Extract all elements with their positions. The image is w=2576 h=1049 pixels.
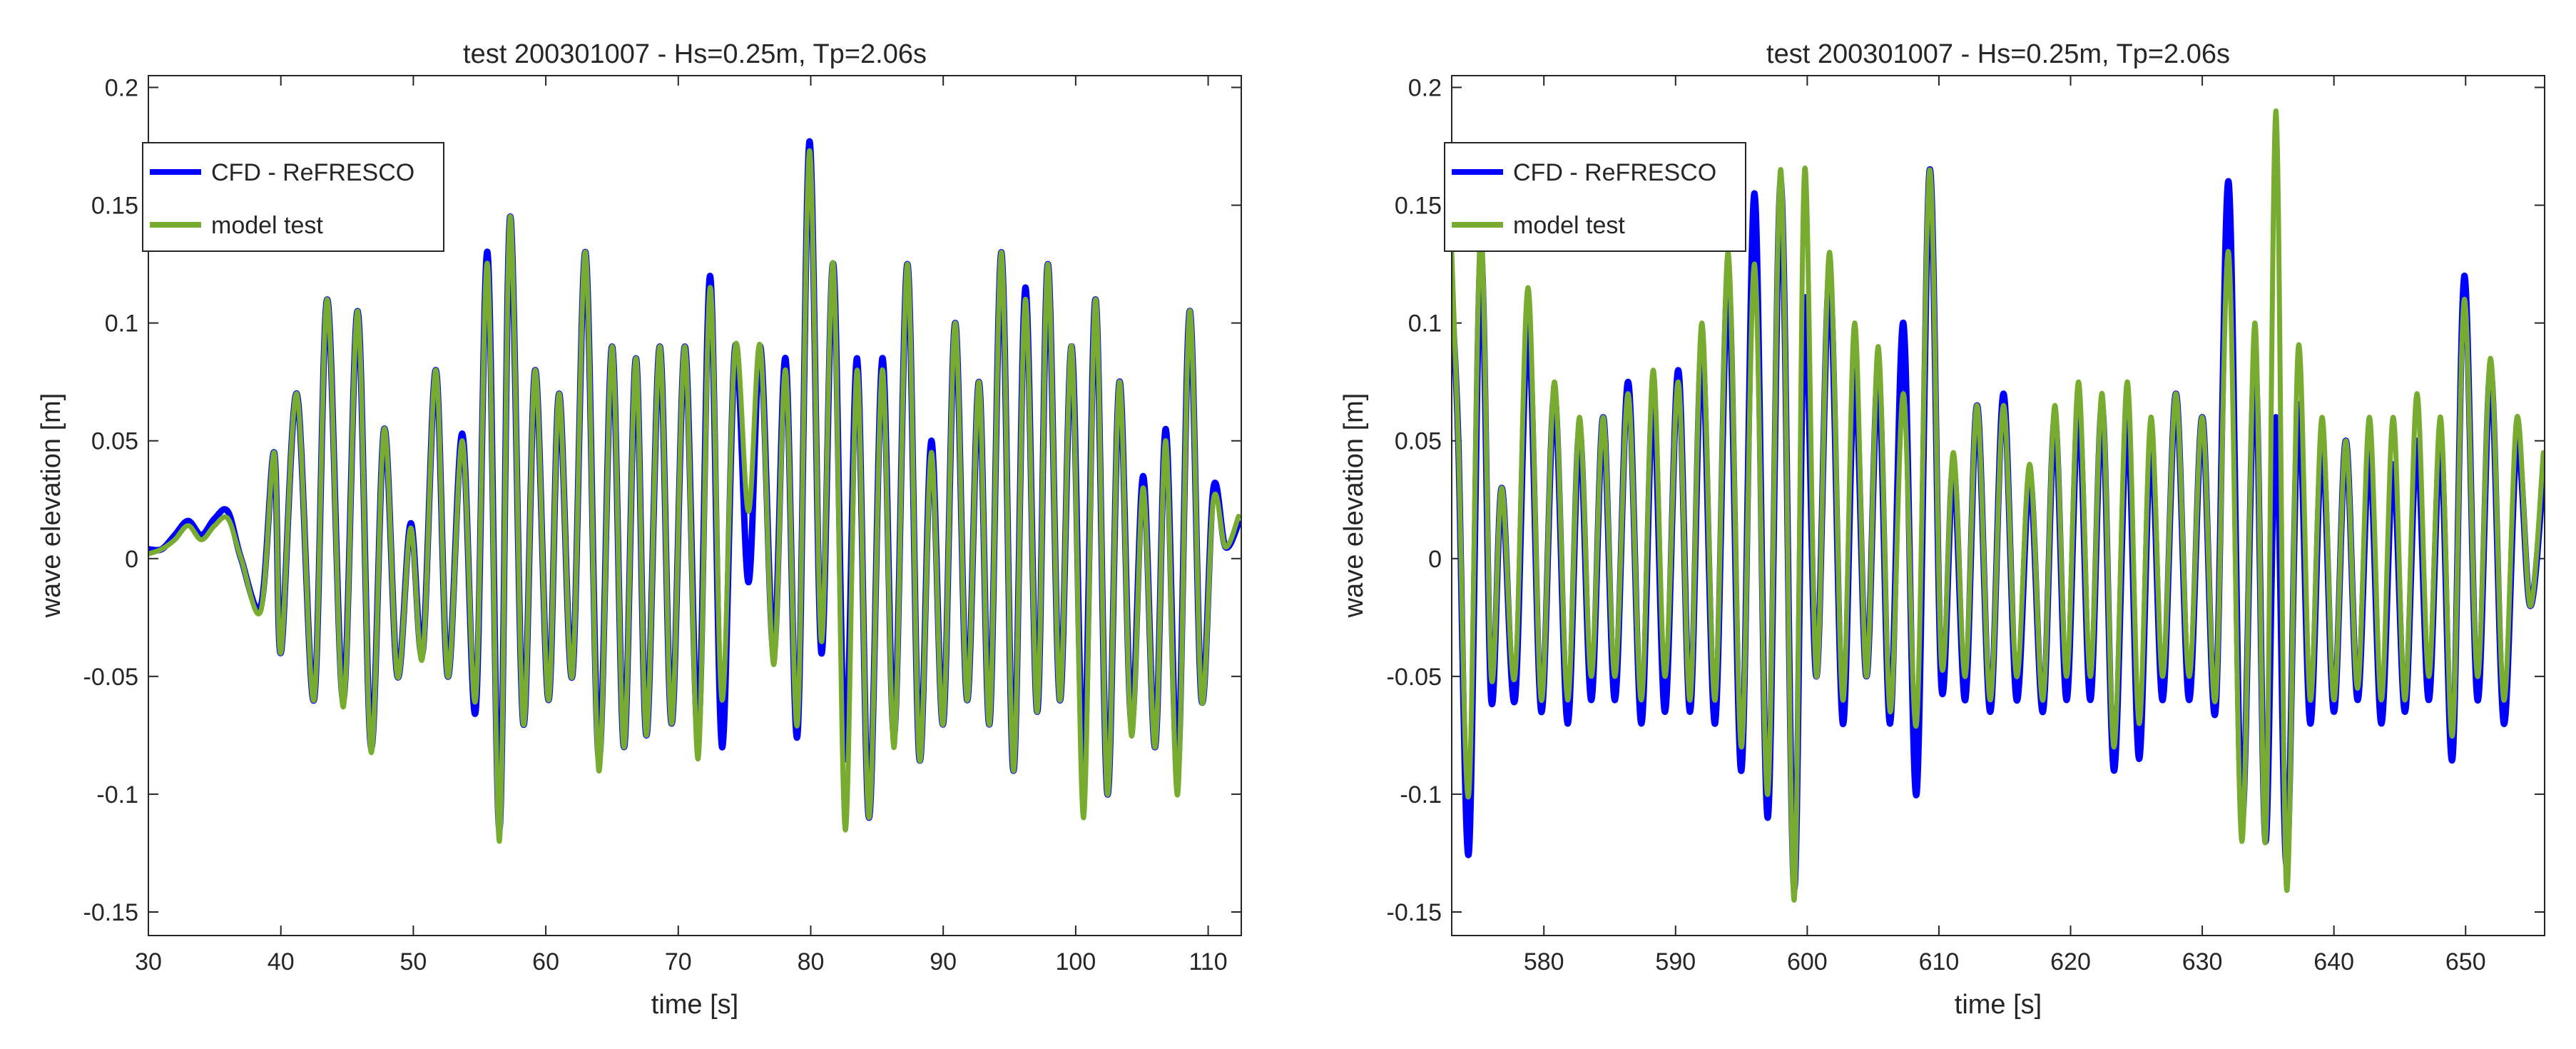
- y-axis-title: wave elevation [m]: [36, 393, 66, 619]
- legend-box: [142, 142, 444, 252]
- x-tick-label: 590: [1655, 948, 1696, 975]
- chart-left: 30 40 50 60 70 80 90 100 110 -0.15 -0.1 -0.05 0 0.05…: [36, 39, 1242, 1020]
- y-axis-title: wave elevation [m]: [1339, 393, 1369, 619]
- legend-label-model: model test: [1513, 212, 1625, 239]
- chart-right: 580 590 600 610 620 630 640 650 -0.15 -0.1 -0.05 0…: [1339, 39, 2545, 1020]
- x-tick-label: 90: [930, 948, 957, 975]
- y-tick-label: 0.2: [105, 75, 138, 102]
- y-tick-label: 0.05: [91, 428, 138, 455]
- x-tick-label: 650: [2445, 948, 2486, 975]
- legend-label-cfd: CFD - ReFRESCO: [1513, 159, 1716, 186]
- y-tick-label: -0.15: [1387, 899, 1442, 926]
- legend-label-model: model test: [211, 212, 323, 239]
- x-tick-label: 100: [1056, 948, 1096, 975]
- legend-label-cfd: CFD - ReFRESCO: [211, 159, 414, 186]
- y-tick-label: 0.05: [1395, 428, 1442, 455]
- x-tick-label: 30: [135, 948, 162, 975]
- y-tick-label: 0: [1428, 546, 1442, 573]
- y-tick-label: -0.1: [96, 781, 138, 809]
- y-axis-ticks: -0.15 -0.1 -0.05 0 0.05 0.1 0.15 0.2: [83, 75, 1241, 926]
- x-axis-ticks: 580 590 600 610 620 630 640 650: [1524, 76, 2486, 975]
- y-axis-ticks: -0.15 -0.1 -0.05 0 0.05 0.1 0.15 0.2: [1387, 75, 2545, 926]
- y-tick-label: -0.05: [83, 664, 139, 691]
- x-tick-label: 600: [1787, 948, 1828, 975]
- legend-box: [1444, 142, 1746, 252]
- x-tick-label: 620: [2050, 948, 2091, 975]
- x-axis-title: time [s]: [1955, 990, 2042, 1020]
- x-tick-label: 40: [268, 948, 295, 975]
- x-tick-label: 640: [2313, 948, 2354, 975]
- legend: CFD - ReFRESCO model test: [1444, 142, 1746, 252]
- x-tick-label: 80: [798, 948, 825, 975]
- x-axis-ticks: 30 40 50 60 70 80 90 100 110: [135, 76, 1228, 975]
- x-tick-label: 610: [1919, 948, 1960, 975]
- legend: CFD - ReFRESCO model test: [142, 142, 444, 252]
- plot-frame: [148, 75, 1242, 936]
- y-tick-label: 0.1: [1408, 310, 1442, 338]
- y-tick-label: -0.15: [83, 899, 139, 926]
- x-axis-title: time [s]: [651, 990, 738, 1020]
- plot-frame: [1451, 75, 2545, 936]
- y-tick-label: -0.1: [1400, 781, 1442, 809]
- x-tick-label: 50: [399, 948, 427, 975]
- x-tick-label: 70: [665, 948, 692, 975]
- y-tick-label: 0.15: [1395, 193, 1442, 220]
- x-tick-label: 110: [1188, 948, 1227, 975]
- y-tick-label: 0: [125, 546, 138, 573]
- series-line-model: [1452, 108, 2545, 903]
- y-tick-label: -0.05: [1387, 664, 1442, 691]
- y-tick-label: 0.1: [105, 310, 138, 338]
- series-layer: [148, 138, 1241, 844]
- x-tick-label: 580: [1524, 948, 1564, 975]
- y-tick-label: 0.2: [1408, 75, 1442, 102]
- chart-title: test 200301007 - Hs=0.25m, Tp=2.06s: [463, 39, 927, 69]
- x-tick-label: 630: [2182, 948, 2223, 975]
- y-tick-label: 0.15: [91, 193, 138, 220]
- x-tick-label: 60: [532, 948, 559, 975]
- series-line-model: [148, 148, 1241, 844]
- chart-title: test 200301007 - Hs=0.25m, Tp=2.06s: [1766, 39, 2230, 69]
- series-layer: [1452, 108, 2545, 903]
